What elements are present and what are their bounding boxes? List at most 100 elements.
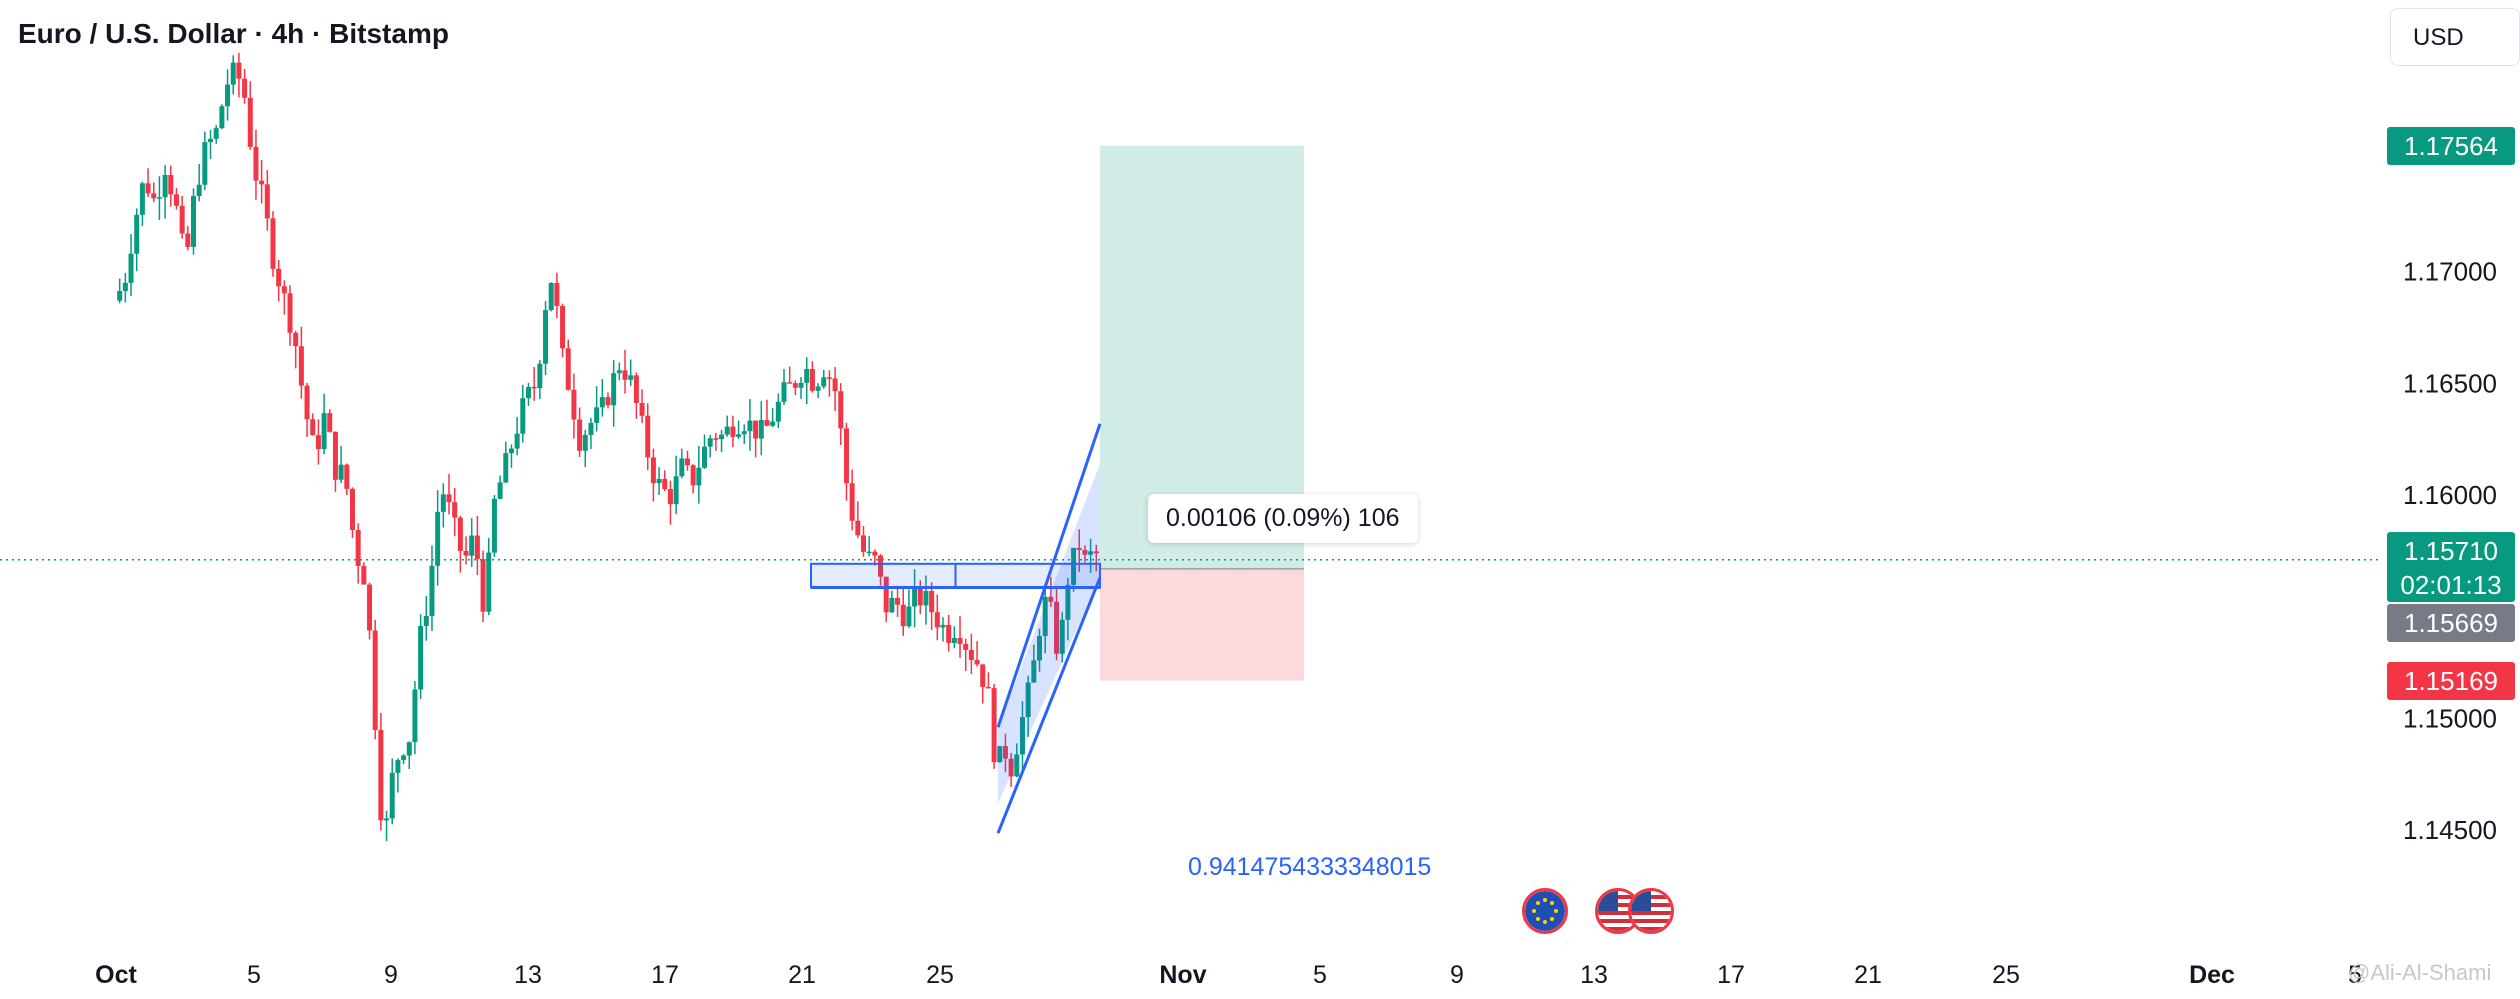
price-tick-label: 1.14500: [2403, 815, 2497, 845]
candle-body: [855, 520, 861, 536]
us-flag-icon[interactable]: [1628, 888, 1674, 934]
candle-body: [980, 664, 986, 687]
candle-body: [423, 615, 429, 626]
candle-body: [128, 253, 134, 283]
candle-body: [1071, 547, 1077, 585]
time-axis[interactable]: Oct 5 9 13 17 21 25 Nov 5 9 13 17 21 25 Dec 5: [95, 961, 2362, 989]
candle-body: [276, 268, 282, 287]
candle-body: [537, 363, 543, 389]
candle-body: [934, 612, 940, 628]
candle-body: [889, 597, 895, 613]
candle-body: [753, 420, 759, 439]
candle-body: [662, 478, 668, 490]
symbol-title[interactable]: Euro / U.S. Dollar · 4h · Bitstamp: [18, 18, 449, 49]
candle-body: [713, 438, 719, 440]
candle-body: [991, 688, 997, 763]
candle-body: [418, 625, 424, 690]
candle-body: [463, 550, 469, 556]
eu-flag-icon[interactable]: [1522, 888, 1568, 934]
candle-body: [815, 386, 821, 391]
candle-body: [963, 644, 969, 650]
loss-zone: [1100, 568, 1304, 681]
candle-body: [656, 478, 662, 484]
candle-body: [435, 511, 441, 566]
candle-body: [151, 193, 157, 199]
candle-body: [804, 369, 810, 383]
candle-body: [242, 78, 248, 98]
channel-upper-line: [996, 423, 1102, 728]
candle-body: [145, 183, 151, 194]
candle-body: [1059, 619, 1065, 654]
price-axis[interactable]: 1.14500 1.15000 1.16000 1.16500 1.17000: [2403, 257, 2497, 845]
candle-body: [338, 464, 344, 480]
candle-body: [611, 373, 617, 406]
candle-body: [849, 483, 855, 521]
candle-body: [616, 370, 622, 374]
current-price-tag: 1.15710 02:01:13: [2387, 531, 2515, 602]
currency-button[interactable]: USD: [2390, 8, 2520, 66]
author-watermark: @Ali-Al-Shami: [2348, 960, 2492, 985]
candle-body: [951, 638, 957, 643]
candle-body: [520, 398, 526, 434]
price-tick-label: 1.16000: [2403, 480, 2497, 510]
candle-body: [452, 502, 458, 518]
candle-body: [389, 772, 395, 819]
candle-body: [236, 62, 242, 79]
time-tick-label: 13: [514, 961, 542, 989]
bar-countdown: 02:01:13: [2400, 569, 2502, 600]
candle-body: [361, 565, 367, 585]
candle-body: [525, 386, 531, 399]
time-tick-label: 25: [1992, 961, 2020, 989]
candle-body: [1042, 596, 1048, 637]
time-tick-label: 25: [926, 961, 954, 989]
candles: [117, 52, 1099, 842]
candle-body: [707, 438, 713, 447]
candle-body: [367, 584, 373, 631]
candle-body: [1093, 551, 1099, 554]
candle-body: [208, 138, 214, 143]
candle-body: [764, 420, 770, 426]
time-tick-label: 5: [1313, 961, 1327, 989]
candle-body: [968, 649, 974, 660]
position-zones[interactable]: [1100, 145, 1304, 681]
candle-body: [577, 419, 583, 451]
candle-body: [650, 457, 656, 484]
candle-body: [809, 369, 815, 391]
candle-body: [826, 377, 832, 379]
candle-body: [321, 413, 327, 450]
candle-body: [639, 403, 645, 416]
time-tick-label: 13: [1580, 961, 1608, 989]
time-tick-label: Dec: [2189, 961, 2235, 989]
candle-body: [560, 305, 566, 349]
drawings[interactable]: [0, 423, 2380, 834]
candle-body: [702, 446, 708, 468]
candle-body: [264, 184, 270, 219]
candle-body: [787, 382, 793, 384]
candle-body: [588, 422, 594, 435]
time-tick-label: Nov: [1159, 961, 1206, 989]
candle-body: [667, 489, 673, 505]
candle-body: [486, 552, 492, 612]
candle-body: [997, 746, 1003, 763]
candle-body: [798, 382, 804, 388]
candle-body: [429, 565, 435, 616]
time-tick-label: Oct: [95, 961, 137, 989]
candle-body: [293, 332, 299, 347]
candle-body: [724, 426, 730, 435]
channel-lower-line: [996, 577, 1102, 834]
candle-body: [866, 551, 872, 554]
candle-body: [1019, 717, 1025, 755]
candle-body: [1088, 551, 1094, 555]
candle-body: [259, 180, 265, 185]
candle-body: [883, 576, 889, 613]
candle-body: [741, 431, 747, 435]
candle-body: [344, 464, 350, 489]
candle-body: [406, 742, 412, 756]
candle-body: [531, 386, 537, 389]
candle-body: [554, 282, 560, 306]
candle-body: [185, 233, 191, 247]
candle-body: [912, 586, 918, 607]
candle-body: [548, 282, 554, 311]
candle-body: [503, 453, 509, 483]
